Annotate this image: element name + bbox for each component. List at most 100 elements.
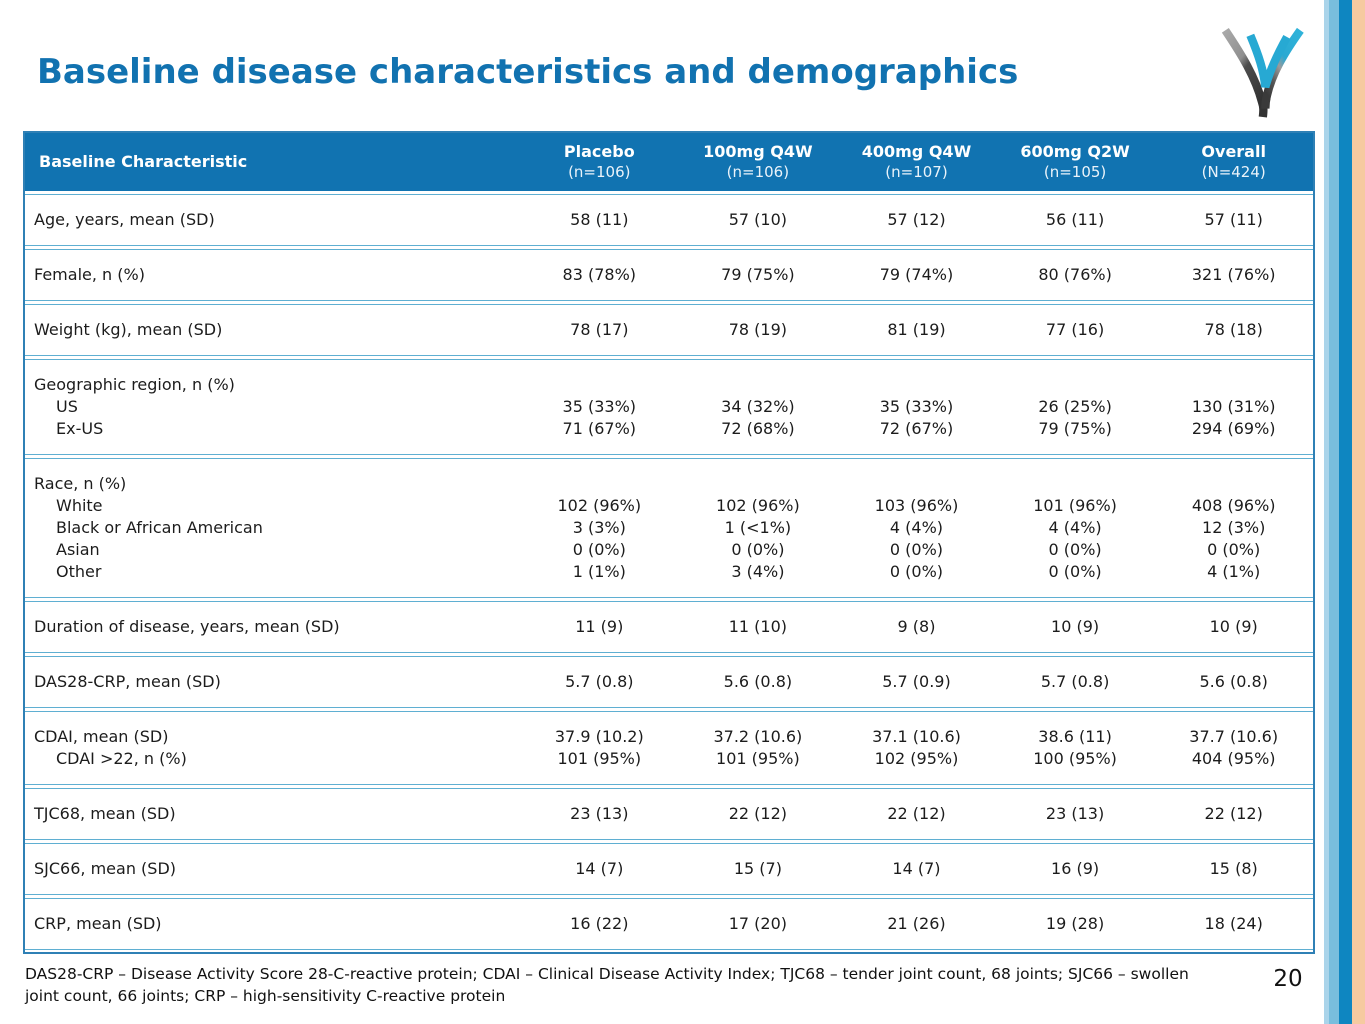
row-value: 23 (13): [995, 788, 1155, 840]
value-line: 102 (95%): [874, 749, 959, 768]
row-label: Duration of disease, years, mean (SD): [25, 601, 520, 653]
table-row: DAS28-CRP, mean (SD) 5.7 (0.8) 5.6 (0.8) 5.…: [25, 656, 1313, 708]
row-label: SJC66, mean (SD): [25, 843, 520, 895]
value-line: 22 (12): [728, 804, 788, 823]
row-value: 80 (76%): [995, 249, 1155, 301]
value-line: 15 (7): [733, 859, 782, 878]
row-value: 9 (8): [837, 601, 996, 653]
row-value: 79 (75%): [678, 249, 838, 301]
row-value: 37.9 (10.2) 101 (95%): [520, 711, 679, 785]
row-label-line: Race, n (%): [34, 474, 127, 493]
value-line: 72 (67%): [879, 419, 954, 438]
value-line: 72 (68%): [721, 419, 795, 438]
value-line: 22 (12): [1204, 804, 1263, 823]
row-label: TJC68, mean (SD): [25, 788, 520, 840]
row-value: 16 (22): [520, 898, 679, 950]
value-line: 103 (96%): [874, 496, 959, 515]
value-line: 78 (19): [728, 320, 788, 339]
table-row: SJC66, mean (SD) 14 (7) 15 (7) 14 (7) 16 (9)…: [25, 843, 1313, 895]
value-line: 79 (74%): [879, 265, 954, 284]
value-line: [843, 473, 990, 495]
row-value: 79 (74%): [837, 249, 996, 301]
accent-stripe-light-blue: [1329, 0, 1339, 1024]
row-value: 77 (16): [995, 304, 1155, 356]
value-line: 35 (33%): [562, 397, 637, 416]
page-number: 20: [1273, 966, 1303, 992]
header-100mg-q4w: 100mg Q4W (n=106): [678, 133, 838, 191]
value-line: 80 (76%): [1038, 265, 1112, 284]
value-line: 23 (13): [570, 804, 629, 823]
table-row: Race, n (%) White Black or African America…: [25, 458, 1313, 598]
value-line: 1 (<1%): [724, 518, 792, 537]
row-value: 14 (7): [520, 843, 679, 895]
row-value: 130 (31%) 294 (69%): [1154, 359, 1313, 455]
value-line: 5.7 (0.8): [1040, 672, 1110, 691]
value-line: 79 (75%): [721, 265, 795, 284]
value-line: [685, 374, 832, 396]
row-value: 5.7 (0.8): [520, 656, 679, 708]
value-line: 12 (3%): [1202, 518, 1266, 537]
value-line: 1 (1%): [572, 562, 626, 581]
row-value: 78 (18): [1154, 304, 1313, 356]
row-value: 21 (26): [837, 898, 996, 950]
value-line: 38.6 (11): [1038, 727, 1112, 746]
row-value: 22 (12): [678, 788, 838, 840]
company-logo-icon: [1212, 24, 1312, 120]
row-value: 83 (78%): [520, 249, 679, 301]
value-line: 5.6 (0.8): [1199, 672, 1268, 691]
row-label: DAS28-CRP, mean (SD): [25, 656, 520, 708]
row-label-line: TJC68, mean (SD): [34, 804, 176, 823]
row-value: 5.7 (0.8): [995, 656, 1155, 708]
value-line: 0 (0%): [731, 540, 785, 559]
row-value: 26 (25%) 79 (75%): [995, 359, 1155, 455]
value-line: 10 (9): [1209, 617, 1258, 636]
row-label: Female, n (%): [25, 249, 520, 301]
row-label-line: CDAI, mean (SD): [34, 727, 169, 746]
value-line: 11 (9): [575, 617, 624, 636]
row-value: 58 (11): [520, 194, 679, 246]
value-line: 79 (75%): [1038, 419, 1112, 438]
value-line: 408 (96%): [1191, 496, 1276, 515]
value-line: 294 (69%): [1191, 419, 1276, 438]
value-line: 3 (3%): [572, 518, 626, 537]
row-value: 17 (20): [678, 898, 838, 950]
value-line: 102 (96%): [557, 496, 642, 515]
row-value: 35 (33%) 71 (67%): [520, 359, 679, 455]
value-line: [1160, 374, 1307, 396]
value-line: 37.7 (10.6): [1189, 727, 1279, 746]
baseline-characteristics-table: Baseline Characteristic Placebo (n=106) …: [23, 131, 1315, 954]
value-line: 57 (10): [728, 210, 788, 229]
row-value: 56 (11): [995, 194, 1155, 246]
row-value: 5.6 (0.8): [678, 656, 838, 708]
value-line: 58 (11): [570, 210, 629, 229]
value-line: [843, 374, 990, 396]
value-line: 4 (4%): [889, 518, 944, 537]
row-value: 101 (96%) 4 (4%) 0 (0%) 0 (0%): [995, 458, 1155, 598]
value-line: 21 (26): [887, 914, 946, 933]
row-value: 35 (33%) 72 (67%): [837, 359, 996, 455]
row-value: 38.6 (11) 100 (95%): [995, 711, 1155, 785]
row-value: 18 (24): [1154, 898, 1313, 950]
value-line: 404 (95%): [1191, 749, 1276, 768]
table-row: Female, n (%) 83 (78%) 79 (75%) 79 (74%) 80 …: [25, 249, 1313, 301]
right-accent-stripes: [1324, 0, 1365, 1024]
row-sublabel-line: US: [56, 397, 78, 416]
row-value: 5.7 (0.9): [837, 656, 996, 708]
row-value: 102 (96%) 1 (<1%) 0 (0%) 3 (4%): [678, 458, 838, 598]
value-line: 77 (16): [1045, 320, 1105, 339]
value-line: [526, 473, 673, 495]
row-value: 10 (9): [1154, 601, 1313, 653]
accent-stripe-dark-blue: [1339, 0, 1352, 1024]
row-value: 57 (12): [837, 194, 996, 246]
value-line: [1002, 473, 1149, 495]
header-400mg-q4w: 400mg Q4W (n=107): [837, 133, 996, 191]
value-line: 16 (22): [570, 914, 629, 933]
row-label-line: DAS28-CRP, mean (SD): [34, 672, 221, 691]
value-line: 0 (0%): [1048, 540, 1102, 559]
row-value: 15 (8): [1154, 843, 1313, 895]
value-line: 37.1 (10.6): [872, 727, 961, 746]
value-line: 0 (0%): [1048, 562, 1102, 581]
header-placebo: Placebo (n=106): [520, 133, 679, 191]
row-sublabel-line: CDAI >22, n (%): [56, 749, 187, 768]
value-line: 81 (19): [887, 320, 946, 339]
